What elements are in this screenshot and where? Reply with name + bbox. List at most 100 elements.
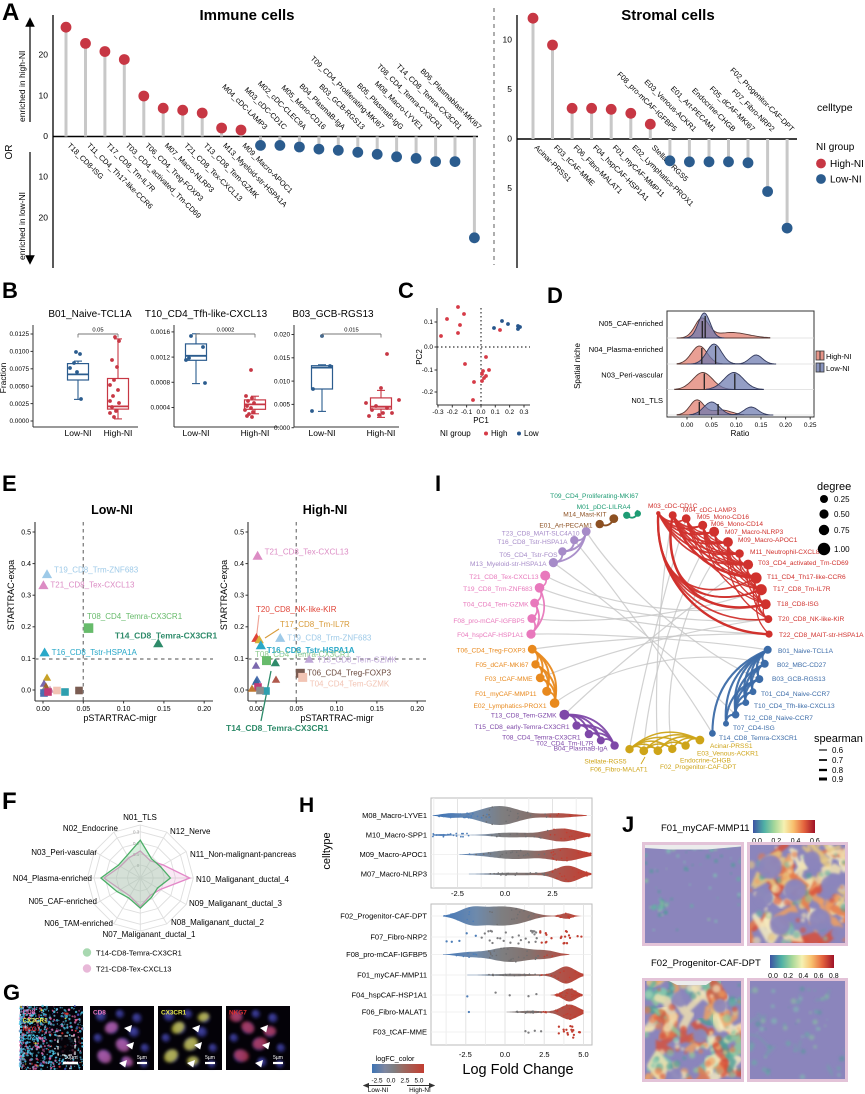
svg-text:20: 20 [39,213,49,223]
svg-text:D: D [547,283,563,308]
svg-text:0.0: 0.0 [234,687,244,694]
svg-text:N10_Maliganant_ductal_4: N10_Maliganant_ductal_4 [196,875,290,884]
svg-text:0.05: 0.05 [76,706,90,713]
svg-text:I: I [435,471,441,496]
svg-text:T09_CD4_Proliferating-MKI67: T09_CD4_Proliferating-MKI67 [550,493,639,500]
svg-text:OR: OR [4,145,15,160]
svg-text:0.2: 0.2 [234,624,244,631]
svg-text:0.0050: 0.0050 [9,383,29,390]
svg-text:T21_CD8_Tex-CXCL13: T21_CD8_Tex-CXCL13 [265,547,350,556]
svg-text:E02_Lymphatics-PROX1: E02_Lymphatics-PROX1 [473,703,546,710]
svg-text:N05_CAF-enriched: N05_CAF-enriched [599,319,663,328]
svg-text:-0.3: -0.3 [432,409,444,416]
svg-text:T10_CD4_Tfh-like-CXCL13: T10_CD4_Tfh-like-CXCL13 [145,309,268,320]
svg-text:0.05: 0.05 [289,706,303,713]
svg-text:20: 20 [39,50,49,60]
svg-text:M01_pDC-LILRA4: M01_pDC-LILRA4 [577,504,631,511]
svg-text:5µm: 5µm [137,1055,147,1061]
svg-text:0.020: 0.020 [274,332,290,339]
svg-text:0: 0 [137,863,140,868]
svg-text:T13_CD8_Tem-GZMK: T13_CD8_Tem-GZMK [317,656,397,665]
svg-text:0.10: 0.10 [730,422,743,429]
svg-text:F01_myCAF-MMP11: F01_myCAF-MMP11 [475,691,537,698]
svg-text:enriched in high-NI: enriched in high-NI [17,51,27,122]
svg-text:T21-CD8-Tex-CXCL13: T21-CD8-Tex-CXCL13 [96,965,171,974]
svg-text:pSTARTRAC-migr: pSTARTRAC-migr [83,713,156,723]
svg-text:celltype: celltype [817,102,853,114]
svg-text:High-NI: High-NI [830,159,864,170]
svg-text:5µm: 5µm [205,1055,215,1061]
svg-text:T16_CD8_Tstr-HSPA1A: T16_CD8_Tstr-HSPA1A [52,648,138,657]
svg-text:0.1: 0.1 [133,852,140,857]
svg-text:0.3: 0.3 [21,593,31,600]
svg-text:0.1: 0.1 [234,656,244,663]
svg-text:F02_Progenitor-CAF-DPT: F02_Progenitor-CAF-DPT [660,764,736,771]
svg-text:0.00: 0.00 [249,706,263,713]
svg-text:High-NI: High-NI [303,503,347,517]
svg-text:0.0012: 0.0012 [150,354,170,361]
svg-text:PC1: PC1 [473,416,489,425]
svg-text:M05_Mono-CD16: M05_Mono-CD16 [697,514,749,521]
svg-text:0.05: 0.05 [92,328,103,334]
svg-text:0.6: 0.6 [814,973,824,980]
svg-text:N03_Peri-vascular: N03_Peri-vascular [601,371,663,380]
svg-text:M09_Macro-APOC1: M09_Macro-APOC1 [359,850,427,859]
svg-text:T04_CD4_Tem-GZMK: T04_CD4_Tem-GZMK [463,602,529,609]
svg-text:0.1: 0.1 [491,409,500,416]
svg-text:M07_Macro-NLRP3: M07_Macro-NLRP3 [361,870,427,879]
svg-text:T10_CD4_Tfh-like-CXCL13: T10_CD4_Tfh-like-CXCL13 [754,703,835,710]
svg-text:T18_CD8-ISG: T18_CD8-ISG [777,601,819,608]
svg-text:B01_Naive-TCL1A: B01_Naive-TCL1A [48,309,132,320]
svg-text:Immune cells: Immune cells [199,7,294,24]
svg-text:5.0: 5.0 [578,1050,588,1059]
svg-text:T14-CD8-Temra-CX3CR1: T14-CD8-Temra-CX3CR1 [96,949,182,958]
svg-text:0.8: 0.8 [832,766,844,775]
svg-text:0: 0 [507,134,512,144]
svg-text:-2.5: -2.5 [451,889,464,898]
svg-text:0.0008: 0.0008 [150,380,170,387]
svg-text:spearman: spearman [814,733,863,745]
svg-text:0.10: 0.10 [330,706,344,713]
svg-text:0.8: 0.8 [829,973,839,980]
svg-text:0.005: 0.005 [274,402,290,409]
svg-text:CX3CR1: CX3CR1 [23,1018,49,1025]
svg-text:0.0: 0.0 [768,973,778,980]
svg-text:T03_CD4_activated_Tm-CD69: T03_CD4_activated_Tm-CD69 [758,560,849,567]
svg-text:T19_CD8_Trm-ZNF683: T19_CD8_Trm-ZNF683 [463,586,533,593]
svg-text:B02_MBC-CD27: B02_MBC-CD27 [777,662,826,669]
svg-text:N04_Plasma-enriched: N04_Plasma-enriched [589,345,663,354]
svg-text:Endocrine-CHGB: Endocrine-CHGB [680,758,732,765]
svg-text:0.20: 0.20 [197,706,211,713]
svg-text:NI group: NI group [440,429,471,438]
svg-text:High-NI: High-NI [409,1087,431,1094]
svg-text:-0.1: -0.1 [461,409,473,416]
svg-text:50µm: 50µm [64,1055,77,1061]
svg-text:2.5: 2.5 [539,1050,549,1059]
svg-text:F02_Progenitor-CAF-DPT: F02_Progenitor-CAF-DPT [651,958,761,969]
svg-text:0.0004: 0.0004 [150,405,170,412]
svg-text:0.015: 0.015 [344,328,359,334]
svg-text:T15_CD8_early-Temra-CX3CR1: T15_CD8_early-Temra-CX3CR1 [475,724,570,731]
svg-text:STARTRAC-expa: STARTRAC-expa [6,560,16,630]
svg-text:N01_TLS: N01_TLS [123,813,157,822]
svg-text:F04_hspCAF-HSP1A1: F04_hspCAF-HSP1A1 [352,991,427,1000]
svg-text:celltype: celltype [321,832,333,869]
svg-text:0.0025: 0.0025 [9,401,29,408]
svg-text:G: G [3,980,20,1005]
svg-text:0.6: 0.6 [832,746,844,755]
svg-text:T14_CD8_Temra-CX3CR1: T14_CD8_Temra-CX3CR1 [226,723,329,733]
svg-text:enriched in low-NI: enriched in low-NI [17,192,27,260]
svg-text:0.0: 0.0 [424,344,433,351]
svg-text:CD8: CD8 [93,1010,106,1017]
svg-text:1.00: 1.00 [834,545,850,554]
svg-text:N12_Nerve: N12_Nerve [170,827,211,836]
svg-text:0.0: 0.0 [21,687,31,694]
svg-text:B03_GCB-RGS13: B03_GCB-RGS13 [772,676,826,683]
svg-text:T06_CD4_Treg-FOXP3: T06_CD4_Treg-FOXP3 [456,648,525,655]
svg-text:PC2: PC2 [415,349,424,365]
svg-text:N08_Maliganant_ductal_2: N08_Maliganant_ductal_2 [171,918,265,927]
svg-text:N07_Maliganant_ductal_1: N07_Maliganant_ductal_1 [103,930,197,939]
svg-text:pSTARTRAC-migr: pSTARTRAC-migr [300,713,373,723]
svg-text:F01_myCAF-MMP11: F01_myCAF-MMP11 [357,971,427,980]
svg-text:M14_Mast-KIT: M14_Mast-KIT [563,512,606,519]
